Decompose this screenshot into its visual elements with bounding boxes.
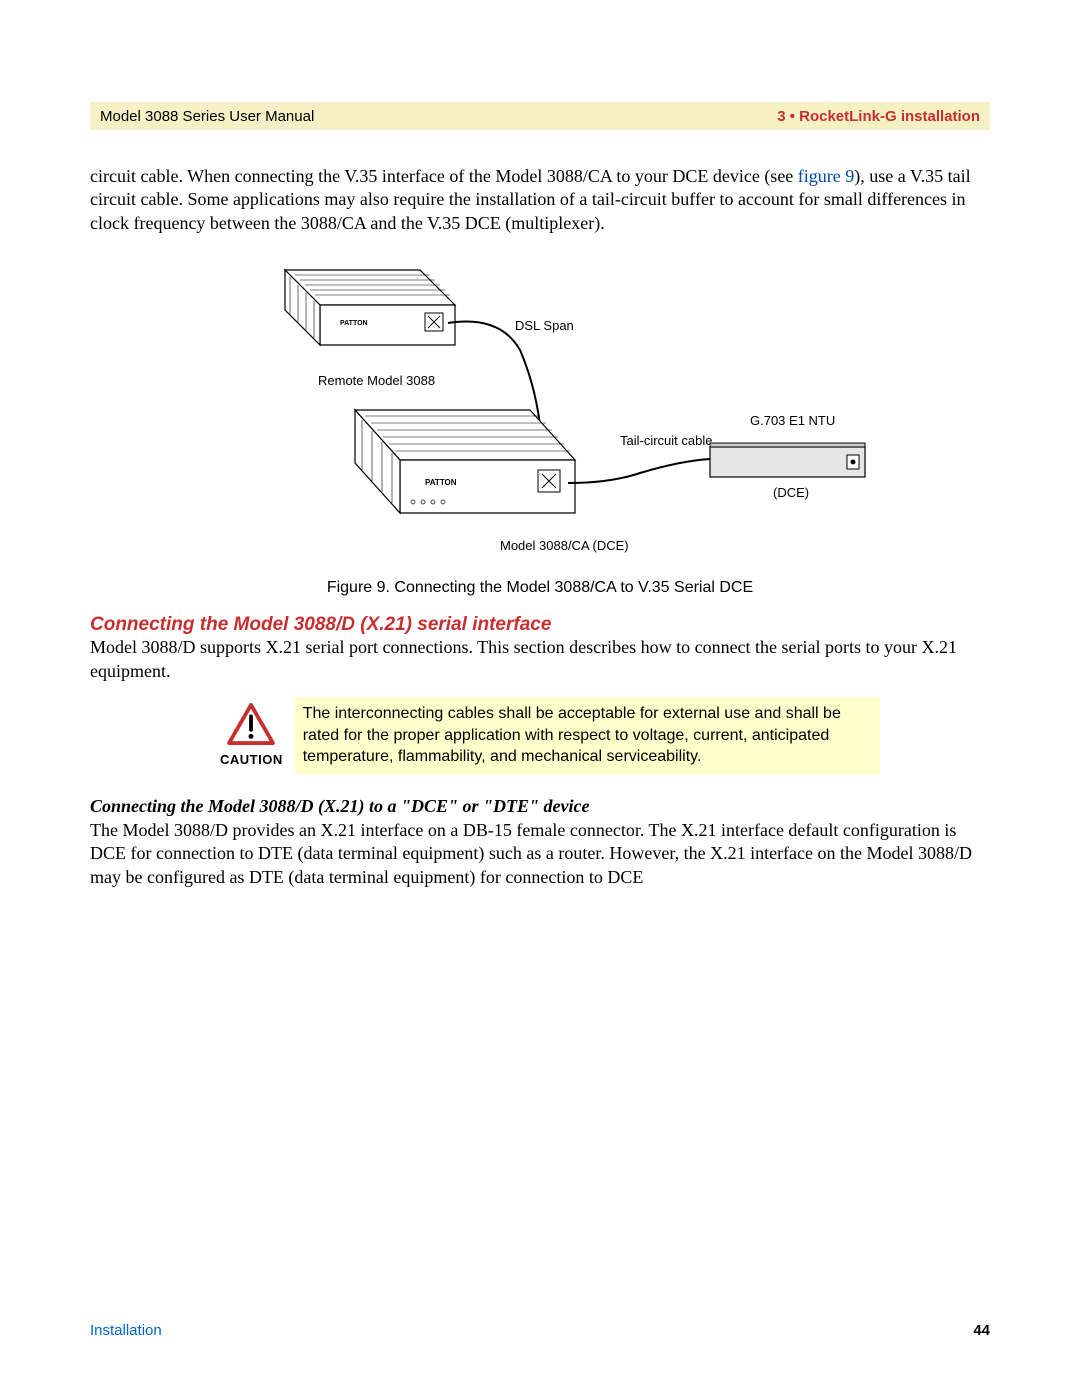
dce-label: (DCE) (773, 485, 809, 500)
page-number: 44 (973, 1322, 990, 1339)
section-body-x21: Model 3088/D supports X.21 serial port c… (90, 636, 990, 683)
svg-text:PATTON: PATTON (340, 320, 368, 327)
subsection-heading: Connecting the Model 3088/D (X.21) to a … (90, 796, 990, 817)
figure-link[interactable]: figure 9 (798, 166, 854, 186)
intro-paragraph: circuit cable. When connecting the V.35 … (90, 165, 990, 235)
page-content: circuit cable. When connecting the V.35 … (90, 165, 990, 889)
ntu-device-icon (710, 443, 865, 477)
ntu-label: G.703 E1 NTU (750, 413, 835, 428)
svg-text:PATTON: PATTON (425, 478, 457, 487)
caution-icon-wrap: CAUTION (220, 703, 283, 767)
model-ca-label: Model 3088/CA (DCE) (500, 538, 629, 553)
caution-block: CAUTION The interconnecting cables shall… (220, 697, 880, 774)
dsl-span-label: DSL Span (515, 318, 574, 333)
caution-text: The interconnecting cables shall be acce… (295, 697, 880, 774)
tail-circuit-label: Tail-circuit cable (620, 433, 712, 448)
caution-triangle-icon (227, 703, 275, 750)
page-footer: Installation 44 (90, 1322, 990, 1339)
tail-circuit-cable (568, 459, 710, 483)
model-3088ca-device-icon: PATTON (355, 410, 575, 513)
caution-label: CAUTION (220, 752, 283, 767)
header-chapter: 3 • RocketLink-G installation (777, 108, 980, 125)
remote-device-icon: PATTON (285, 270, 455, 345)
intro-text-1: circuit cable. When connecting the V.35 … (90, 166, 798, 186)
connection-diagram: PATTON DSL Span Remote Model 3088 (190, 255, 890, 575)
remote-label: Remote Model 3088 (318, 373, 435, 388)
figure-caption: Figure 9. Connecting the Model 3088/CA t… (90, 579, 990, 597)
figure-9: PATTON DSL Span Remote Model 3088 (90, 255, 990, 590)
header-manual-title: Model 3088 Series User Manual (100, 108, 314, 125)
footer-section: Installation (90, 1322, 162, 1339)
page-header: Model 3088 Series User Manual 3 • Rocket… (90, 102, 990, 130)
section-heading-x21: Connecting the Model 3088/D (X.21) seria… (90, 614, 990, 636)
subsection-body: The Model 3088/D provides an X.21 interf… (90, 819, 990, 889)
